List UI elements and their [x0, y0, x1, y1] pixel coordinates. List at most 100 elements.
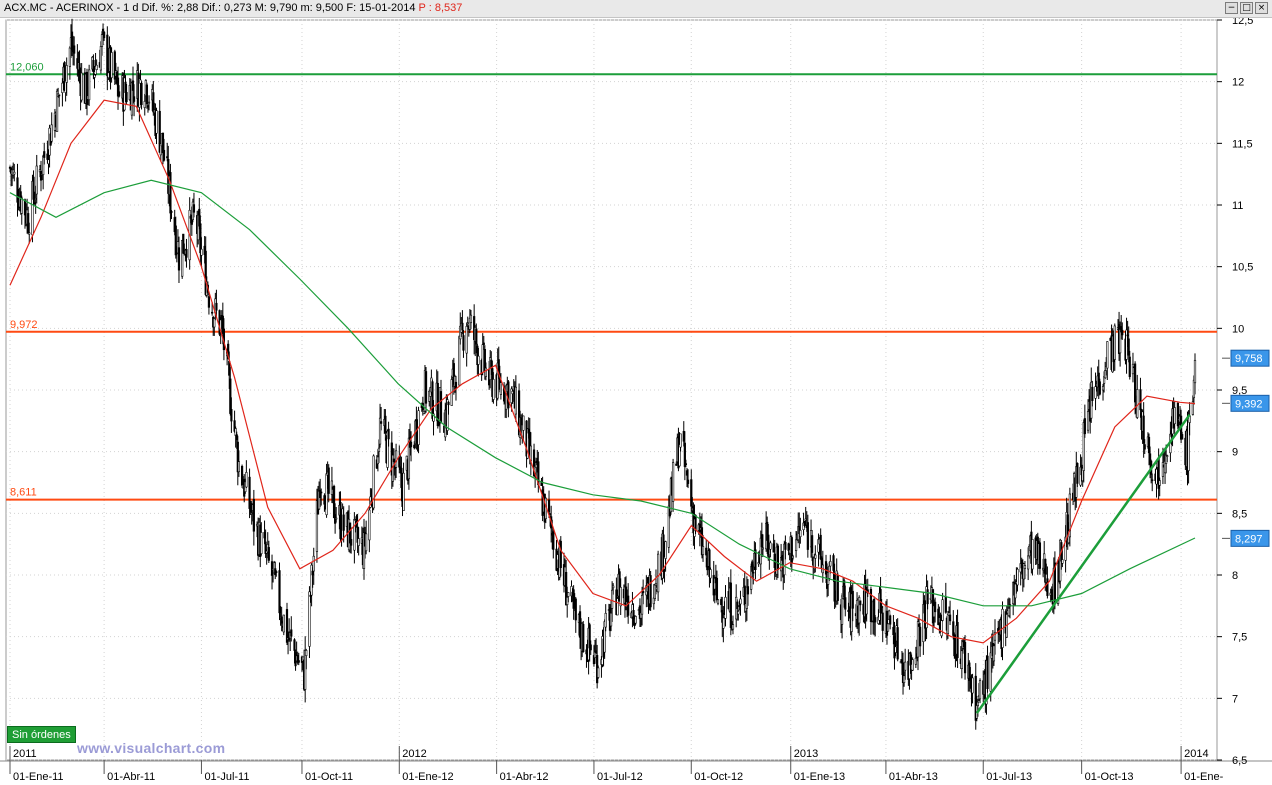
- candle-body: [447, 401, 450, 406]
- candle-body: [832, 555, 835, 571]
- candle-body: [851, 590, 854, 609]
- candle-body: [1076, 463, 1079, 484]
- candle-body: [1173, 407, 1176, 425]
- candle-body: [1193, 359, 1197, 384]
- candle-body: [227, 343, 230, 359]
- candle-body: [948, 614, 952, 622]
- candle-body: [93, 74, 96, 78]
- candle-body: [720, 599, 723, 605]
- candle-body: [738, 605, 741, 607]
- year-label: 2013: [794, 748, 818, 760]
- candle-body: [1061, 559, 1064, 564]
- candle-body: [252, 499, 255, 532]
- candle-body: [177, 247, 181, 271]
- candle-body: [282, 614, 285, 633]
- candle-body: [739, 598, 742, 605]
- candle-body: [1031, 539, 1034, 570]
- candle-body: [814, 554, 817, 559]
- candle-body: [475, 328, 478, 345]
- x-tick-label: 01-Abr-12: [500, 771, 549, 783]
- candle-body: [477, 355, 480, 365]
- x-tick-label: 01-Abr-13: [889, 771, 938, 783]
- candle-body: [240, 466, 244, 486]
- candle-body: [319, 489, 322, 498]
- candle-body: [398, 456, 401, 468]
- watermark: www.visualchart.com: [77, 740, 226, 756]
- y-tick-label: 11,5: [1232, 138, 1253, 150]
- candle-body: [840, 595, 844, 625]
- year-label: 2011: [13, 748, 37, 760]
- candle-body: [889, 615, 892, 625]
- candle-body: [649, 575, 652, 608]
- candle-body: [34, 198, 37, 200]
- candle-body: [752, 571, 755, 574]
- close-button[interactable]: ×: [1255, 2, 1268, 14]
- candle-body: [320, 491, 323, 494]
- year-label: 2014: [1184, 748, 1208, 760]
- candle-body: [657, 553, 660, 593]
- candle-body: [632, 610, 635, 620]
- candle-body: [42, 155, 45, 175]
- candle-body: [751, 561, 754, 572]
- candle-body: [640, 594, 644, 615]
- maximize-button[interactable]: □: [1240, 2, 1253, 14]
- candle-body: [350, 539, 353, 546]
- candle-body: [894, 646, 897, 653]
- candle-body: [1086, 411, 1090, 431]
- candle-body: [65, 65, 68, 83]
- candle-body: [952, 621, 955, 636]
- candle-body: [325, 473, 328, 516]
- candle-body: [304, 650, 307, 690]
- candle-body: [784, 541, 787, 550]
- candle-body: [339, 501, 342, 539]
- candle-body: [377, 447, 381, 452]
- candle-body: [308, 591, 311, 647]
- candle-body: [829, 561, 832, 567]
- candle-body: [235, 434, 238, 441]
- candle-body: [776, 545, 779, 570]
- candle-body: [439, 391, 443, 423]
- candle-body: [28, 232, 31, 235]
- candle-body: [1128, 356, 1131, 377]
- window-controls: − □ ×: [1225, 2, 1268, 14]
- candle-body: [574, 598, 577, 621]
- candle-body: [705, 547, 708, 556]
- orders-status-badge[interactable]: Sin órdenes: [7, 726, 76, 743]
- candle-body: [387, 428, 390, 440]
- candle-body: [1161, 462, 1165, 477]
- candle-body: [249, 503, 252, 513]
- candle-body: [799, 529, 802, 537]
- candle-body: [170, 211, 173, 213]
- candle-body: [667, 505, 670, 548]
- candle-body: [993, 631, 997, 641]
- candle-body: [794, 539, 798, 551]
- candle-body: [27, 213, 30, 234]
- candle-body: [162, 149, 166, 161]
- y-tick-label: 12: [1232, 77, 1244, 89]
- candle-body: [275, 571, 278, 573]
- candle-body: [946, 614, 950, 635]
- x-tick-label: 01-Jul-12: [597, 771, 643, 783]
- candle-body: [1147, 436, 1151, 454]
- candle-body: [211, 311, 214, 314]
- candle-body: [263, 532, 266, 539]
- candle-body: [514, 386, 517, 415]
- candle-body: [80, 72, 83, 101]
- candle-body: [772, 543, 775, 553]
- candle-body: [976, 701, 979, 707]
- candle-body: [1191, 401, 1194, 415]
- candle-body: [372, 455, 375, 509]
- candle-body: [642, 590, 645, 594]
- candle-body: [843, 580, 846, 598]
- candle-body: [969, 676, 972, 681]
- candle-body: [768, 555, 771, 557]
- candle-body: [280, 616, 283, 624]
- candle-body: [482, 342, 485, 345]
- support-trendline: [975, 413, 1191, 714]
- minimize-button[interactable]: −: [1225, 2, 1238, 14]
- candle-body: [310, 564, 313, 596]
- candle-body: [200, 248, 203, 256]
- instrument-stats: ACX.MC - ACERINOX - 1 d Dif. %: 2,88 Dif…: [4, 2, 416, 14]
- price-chart[interactable]: 6,5 7 7,5 8 8,5 9 9,5 10 10,5 11 11,5 12 12,5 01-Ene-…: [0, 18, 1272, 785]
- candle-body: [1139, 389, 1142, 411]
